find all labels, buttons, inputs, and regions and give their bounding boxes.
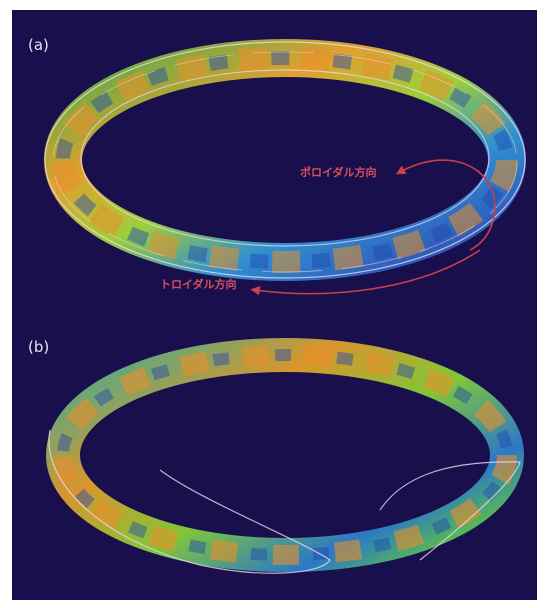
panel-label: (a) (28, 36, 49, 54)
toroidal-label: トロイダル方向 (160, 277, 237, 291)
poloidal-label: ポロイダル方向 (300, 165, 377, 179)
figure: (a) ポロイダル方向 トロイダル方向 (b) (0, 0, 549, 608)
panel-label: (b) (28, 338, 49, 356)
